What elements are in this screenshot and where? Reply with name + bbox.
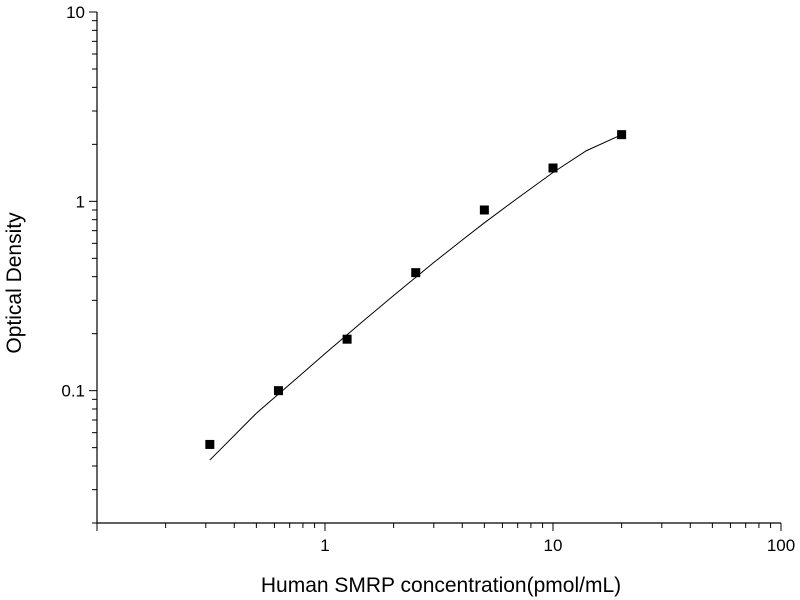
data-point [205,439,215,449]
data-point [342,334,352,344]
y-tick-label: 0.1 [61,382,85,401]
data-point [617,130,627,140]
fit-curve-group [209,134,622,461]
y-tick-label: 1 [76,192,85,211]
x-tick-label: 1 [320,536,329,555]
data-points [205,130,627,449]
x-tick-label: 100 [767,536,795,555]
data-point [273,386,283,396]
x-axis-title: Human SMRP concentration(pmol/mL) [261,574,621,597]
data-point [411,268,421,278]
data-point [479,205,489,215]
fit-curve [209,134,622,461]
y-axis-title: Optical Density [3,212,26,354]
y-tick-label: 10 [66,3,85,22]
axes: 1 10 100 0.1 1 10 [61,3,795,555]
data-point [548,163,558,173]
x-tick-label: 10 [544,536,563,555]
